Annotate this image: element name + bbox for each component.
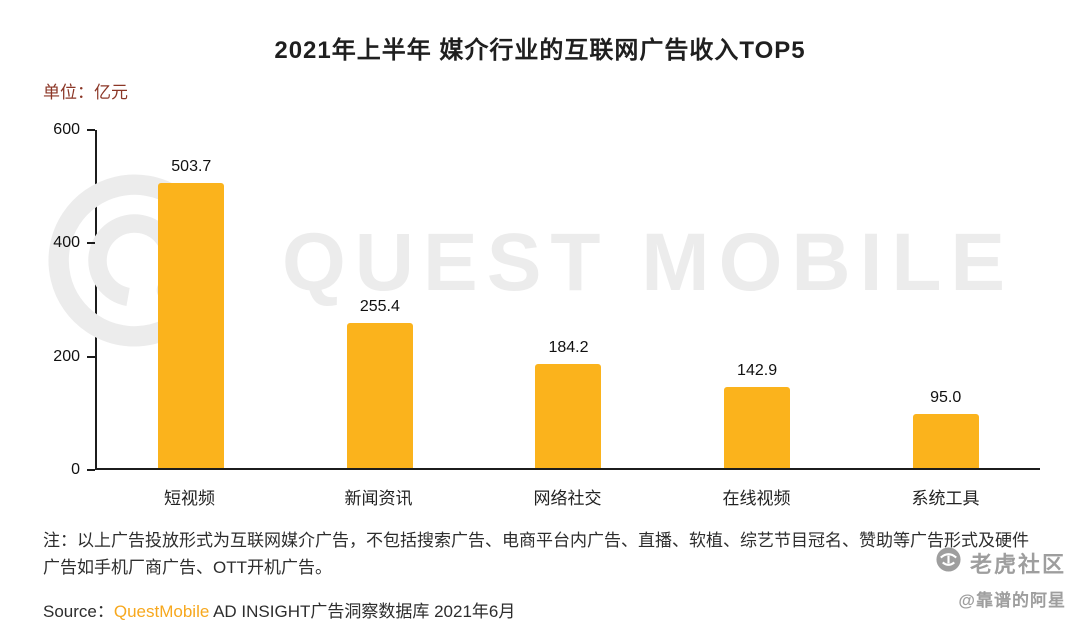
y-axis-tick xyxy=(87,469,95,471)
bar-category-label: 新闻资讯 xyxy=(344,489,413,508)
bar-value-label: 142.9 xyxy=(737,362,778,379)
bar-category-label: 网络社交 xyxy=(533,489,602,508)
unit-label: 单位：亿元 xyxy=(43,83,128,102)
community-handle: @靠谱的阿星 xyxy=(958,591,1066,610)
bar-group: 255.4 xyxy=(286,130,475,468)
bars-row: 503.7 255.4 184.2 142.9 95.0 xyxy=(97,130,1040,468)
y-axis-tick xyxy=(87,129,95,131)
bar-category-label: 在线视频 xyxy=(722,489,791,508)
y-axis-tick-label: 200 xyxy=(53,347,80,365)
bar-group: 142.9 xyxy=(663,130,852,468)
y-axis-tick xyxy=(87,355,95,358)
y-axis-ticks xyxy=(87,129,95,471)
bar xyxy=(158,183,225,468)
bar xyxy=(346,323,413,468)
y-axis-tick-label: 400 xyxy=(53,234,80,252)
bar-value-label: 503.7 xyxy=(171,158,212,175)
bar xyxy=(912,414,979,468)
page-title: 2021年上半年 媒介行业的互联网广告收入TOP5 xyxy=(274,37,806,64)
bar-value-label: 184.2 xyxy=(548,339,589,356)
bar xyxy=(535,364,602,468)
y-axis-labels: 0 200 400 600 xyxy=(0,121,80,478)
source-line: Source：QuestMobile AD INSIGHT广告洞察数据库 202… xyxy=(43,597,515,622)
bar-group: 184.2 xyxy=(474,130,663,468)
bar xyxy=(724,387,791,468)
bar-category-label: 短视频 xyxy=(164,489,215,508)
footnote: 注：以上广告投放形式为互联网媒介广告，不包括搜索广告、电商平台内广告、直播、软植… xyxy=(43,531,1029,578)
community-watermark: 老虎社区 @靠谱的阿星 xyxy=(935,546,1066,611)
source-suffix: AD INSIGHT广告洞察数据库 2021年6月 xyxy=(209,602,516,621)
category-labels: 短视频 新闻资讯 网络社交 在线视频 系统工具 xyxy=(95,484,1040,509)
y-axis-tick-label: 600 xyxy=(53,121,80,138)
community-name-row: 老虎社区 xyxy=(935,546,1066,579)
bar-group: 503.7 xyxy=(97,130,286,468)
tiger-logo-icon xyxy=(935,546,962,579)
source-prefix: Source： xyxy=(43,602,114,621)
bar-group: 95.0 xyxy=(851,130,1040,468)
bar-category-label: 系统工具 xyxy=(911,489,980,508)
plot-area: 503.7 255.4 184.2 142.9 95.0 xyxy=(95,130,1040,470)
community-name: 老虎社区 xyxy=(969,551,1066,577)
bar-value-label: 255.4 xyxy=(359,298,400,315)
bar-value-label: 95.0 xyxy=(930,389,962,406)
source-brand: QuestMobile xyxy=(113,602,210,621)
y-axis-tick-label: 0 xyxy=(71,461,80,478)
y-axis-tick xyxy=(87,242,95,245)
